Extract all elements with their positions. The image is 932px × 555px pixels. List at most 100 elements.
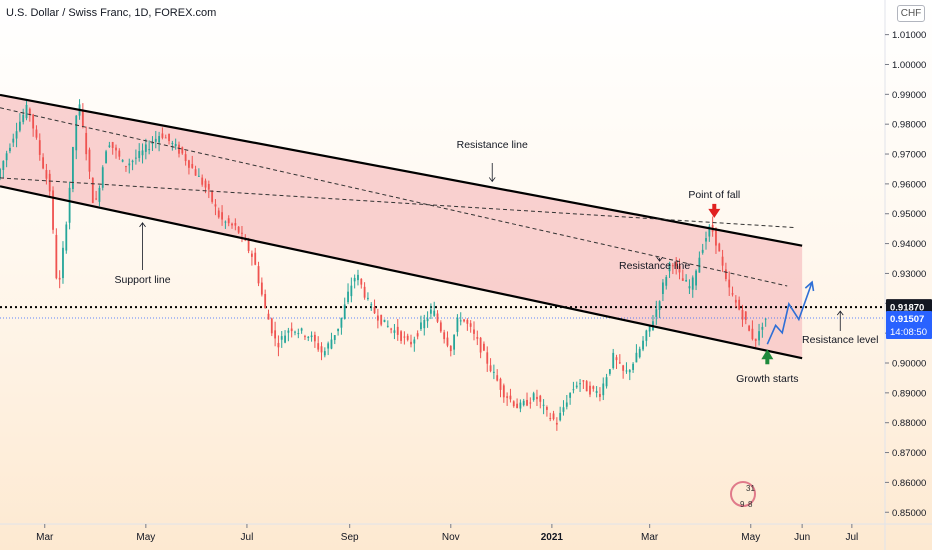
- candle-body: [48, 173, 51, 192]
- candle-body: [15, 131, 18, 139]
- candle-body: [270, 318, 273, 334]
- candle-body: [608, 369, 611, 374]
- candle-body: [645, 330, 648, 341]
- candle-body: [519, 402, 522, 409]
- candle-body: [201, 177, 204, 185]
- candle-body: [691, 277, 694, 290]
- candle-body: [618, 362, 621, 364]
- candle-body: [741, 309, 744, 320]
- y-tick-label: 0.86000: [892, 478, 926, 489]
- candle-body: [605, 377, 608, 387]
- x-tick-label: Jul: [845, 532, 858, 543]
- candle-body: [264, 293, 267, 308]
- support-line-label: Support line: [115, 274, 171, 286]
- candle-body: [350, 285, 353, 297]
- candle-body: [25, 104, 28, 119]
- growth-starts-arrow-stem: [765, 358, 770, 365]
- watermark-text-2: 9: [740, 500, 745, 509]
- trend-channel: [0, 94, 803, 359]
- candle-body: [463, 319, 465, 322]
- candle-body: [52, 190, 54, 230]
- y-tick-label: 0.89000: [892, 388, 926, 399]
- candle-body: [174, 143, 177, 147]
- candle-body: [612, 352, 615, 369]
- candle-body: [615, 357, 618, 361]
- candle-body: [582, 380, 585, 382]
- candle-body: [681, 278, 684, 281]
- support-line-arrow-head: [139, 222, 146, 228]
- candle-body: [317, 343, 320, 350]
- candle-body: [685, 280, 688, 282]
- projection-arrowhead: [804, 280, 815, 292]
- candle-body: [446, 337, 449, 346]
- candle-body: [214, 204, 217, 207]
- candle-body: [313, 334, 316, 342]
- currency-badge[interactable]: CHF: [897, 5, 925, 22]
- candle-body: [217, 210, 220, 218]
- candle-body: [164, 137, 167, 139]
- candle-body: [429, 309, 432, 314]
- candle-body: [509, 395, 512, 400]
- candle-body: [469, 323, 472, 327]
- candle-body: [38, 140, 41, 155]
- watermark-text-1: 31: [746, 484, 755, 493]
- candle-body: [250, 253, 253, 257]
- candle-body: [294, 331, 296, 333]
- candle-body: [731, 293, 734, 295]
- candle-body: [473, 329, 475, 334]
- candle-body: [499, 378, 502, 390]
- candle-body: [280, 336, 283, 340]
- candle-body: [5, 153, 8, 161]
- point-of-fall-arrow-stem: [712, 203, 717, 210]
- candle-body: [85, 132, 88, 155]
- x-tick-label: Nov: [442, 532, 460, 543]
- candle-body: [148, 149, 151, 151]
- resistance-line-arrow-head: [488, 177, 496, 183]
- candle-body: [62, 247, 64, 279]
- candle-body: [436, 313, 439, 322]
- candle-body: [761, 326, 764, 330]
- candle-body: [492, 371, 495, 373]
- candle-body: [151, 142, 154, 144]
- candle-body: [221, 212, 223, 220]
- candle-body: [456, 317, 459, 332]
- dashed-trend-line-1: [0, 107, 788, 287]
- candle-body: [701, 249, 704, 253]
- candle-body: [565, 402, 568, 407]
- candle-body: [231, 223, 233, 226]
- candle-body: [545, 407, 548, 410]
- candle-body: [154, 138, 157, 142]
- candle-body: [403, 336, 406, 338]
- watermark-text-3: 8: [748, 500, 753, 509]
- candle-body: [360, 278, 363, 285]
- candle-body: [128, 163, 131, 166]
- candle-body: [662, 282, 664, 294]
- x-tick-label: May: [741, 532, 760, 543]
- candle-body: [632, 363, 635, 370]
- candle-body: [562, 407, 565, 412]
- y-tick-label: 0.90000: [892, 358, 926, 369]
- upper-channel-line: [0, 93, 803, 247]
- candle-body: [635, 352, 638, 363]
- candle-body: [658, 301, 661, 310]
- candle-body: [453, 334, 456, 350]
- candle-body: [105, 151, 107, 164]
- candle-body: [284, 335, 286, 343]
- y-tick-label: 0.85000: [892, 508, 926, 519]
- candle-body: [413, 339, 416, 344]
- candle-body: [373, 307, 376, 314]
- candle-body: [72, 146, 74, 189]
- candle-body: [370, 304, 373, 306]
- candle-body: [9, 147, 11, 152]
- candle-body: [115, 147, 117, 151]
- resistance-level-arrow-head: [836, 310, 844, 316]
- candle-body: [416, 333, 419, 337]
- growth-starts-label: Growth starts: [736, 373, 798, 385]
- candle-body: [42, 157, 45, 169]
- candle-body: [337, 328, 340, 332]
- candle-body: [748, 325, 751, 331]
- candle-body: [536, 396, 538, 400]
- candle-body: [35, 129, 38, 138]
